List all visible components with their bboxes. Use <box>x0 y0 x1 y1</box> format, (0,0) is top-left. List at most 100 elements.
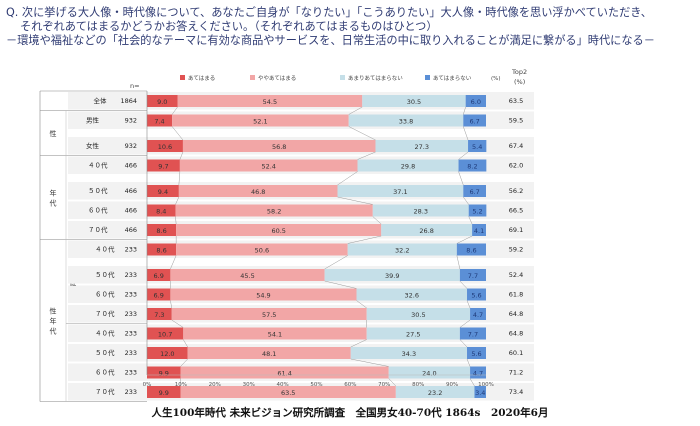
bar-data-label: 7.7 <box>468 331 478 339</box>
bar-segment-2 <box>182 140 376 152</box>
row-n-value: 233 <box>125 369 137 377</box>
bar-segment-3 <box>366 308 471 320</box>
series-connector-line <box>459 339 468 348</box>
legend-swatch-4 <box>425 75 430 80</box>
row-top2-value: 63.5 <box>509 97 523 105</box>
bar-segment-4 <box>465 95 486 107</box>
series-connector-line <box>463 126 469 141</box>
bar-segment-3 <box>362 95 466 107</box>
series-connector-line <box>337 171 358 186</box>
series-connector-line <box>459 319 471 328</box>
bar-segment-2 <box>172 114 349 127</box>
bar-segment-3 <box>366 327 460 340</box>
legend-label-4: あてはまらない <box>433 75 472 82</box>
bar-segment-1 <box>147 159 180 172</box>
bar-data-label: 5.2 <box>472 208 482 216</box>
row-top2-value: 66.5 <box>509 207 523 215</box>
row-n-value: 1864 <box>120 97 137 105</box>
series-connector-line <box>356 300 367 309</box>
bar-data-label: 3.4 <box>475 389 485 397</box>
bar-segment-3 <box>356 288 468 301</box>
bar-data-label: 8.6 <box>156 247 166 255</box>
bar-data-label: 10.7 <box>158 331 172 339</box>
row-top2-value: 60.1 <box>509 349 523 357</box>
row-top2-value: 61.8 <box>509 291 523 299</box>
bar-data-label: 32.2 <box>395 247 409 255</box>
group-label-char: 代 <box>50 199 57 208</box>
row-top2-value: 69.1 <box>509 226 523 234</box>
bar-data-label: 9.7 <box>158 163 168 171</box>
series-connector-line <box>324 255 348 270</box>
question-line-3: －環境や福祉などの「社会的なテーマに有効な商品やサービスを、日常生活の中に取り入… <box>6 34 655 47</box>
bar-segment-2 <box>170 288 357 301</box>
question-line-2: それぞれあてはまるかどうかお答えください。（それぞれあてはまるものはひとつ） <box>20 20 438 33</box>
row-category-label: ７０代 <box>88 225 108 234</box>
series-connector-line <box>178 171 181 186</box>
bar-data-label: 6.9 <box>154 292 164 300</box>
bar-segment-2 <box>175 204 373 217</box>
bar-data-label: 60.5 <box>271 227 285 235</box>
bar-data-label: 9.9 <box>159 370 169 378</box>
bar-segment-1 <box>147 288 171 301</box>
bar-data-label: 5.6 <box>471 292 481 300</box>
bar-segment-1 <box>147 386 181 398</box>
bar-segment-3 <box>372 204 469 217</box>
bar-data-label: 4.7 <box>473 370 483 378</box>
x-tick-label: 90% <box>446 382 458 388</box>
bar-segment-4 <box>463 114 486 127</box>
bar-data-label: 7.7 <box>468 272 478 280</box>
group-label-char: 年 <box>50 189 57 198</box>
bar-data-label: 61.4 <box>277 370 291 378</box>
row-top2-value: 67.4 <box>509 142 523 150</box>
bar-segment-4 <box>467 347 486 359</box>
row-category-label: ５０代 <box>95 270 115 279</box>
row-category-label: ６０代 <box>95 368 115 377</box>
series-connector-line <box>372 216 382 225</box>
row-n-value: 233 <box>125 349 137 357</box>
bar-segment-4 <box>459 327 486 340</box>
bar-segment-3 <box>348 114 464 127</box>
bar-segment-1 <box>147 366 181 379</box>
bar-data-label: 39.9 <box>385 272 399 280</box>
series-connector-line <box>175 196 180 205</box>
bar-data-label: 56.8 <box>272 143 286 151</box>
series-connector-line <box>171 106 178 115</box>
bar-data-label: 10.6 <box>158 143 172 151</box>
bar-data-label: 24.0 <box>422 370 436 378</box>
group-label-char: 性 <box>50 129 57 138</box>
bar-data-label: 5.4 <box>472 143 482 151</box>
series-connector-line <box>468 216 473 225</box>
bar-data-label: 27.3 <box>415 143 429 151</box>
legend-swatch-3 <box>340 75 345 80</box>
legend-label-2: ややあてはまる <box>258 74 296 82</box>
row-category-label: ６０代 <box>88 206 108 215</box>
top2-header: Top2 <box>511 68 527 76</box>
legend-label-1: あてはまる <box>188 75 215 82</box>
series-connector-line <box>337 196 373 205</box>
row-category-label: ４０代 <box>95 329 115 338</box>
bar-data-label: 29.8 <box>401 163 415 171</box>
series-connector-line <box>463 106 466 115</box>
footer-source: 人生100年時代 未来ビジョン研究所調査 全国男女40-70代 1864s 20… <box>151 407 549 419</box>
bar-segment-1 <box>147 114 173 127</box>
series-connector-line <box>347 235 382 244</box>
series-connector-line <box>179 151 184 160</box>
bar-data-label: 30.5 <box>407 98 421 106</box>
series-connector-line <box>183 339 188 348</box>
bar-segment-4 <box>472 224 486 236</box>
bar-segment-2 <box>176 224 382 236</box>
bar-segment-3 <box>324 269 460 281</box>
bar-segment-4 <box>468 140 487 152</box>
bar-segment-4 <box>468 204 487 217</box>
bar-segment-2 <box>180 366 389 379</box>
bar-segment-3 <box>381 224 473 236</box>
bar-data-label: 46.8 <box>251 188 265 196</box>
row-top2-value: 64.8 <box>509 330 523 338</box>
bar-segment-2 <box>171 308 367 320</box>
bar-segment-1 <box>147 204 176 217</box>
bar-data-label: 7.3 <box>154 311 164 319</box>
row-category-label: ４０代 <box>88 161 108 170</box>
bar-segment-4 <box>474 386 486 398</box>
row-category-label: ７０代 <box>95 387 115 396</box>
